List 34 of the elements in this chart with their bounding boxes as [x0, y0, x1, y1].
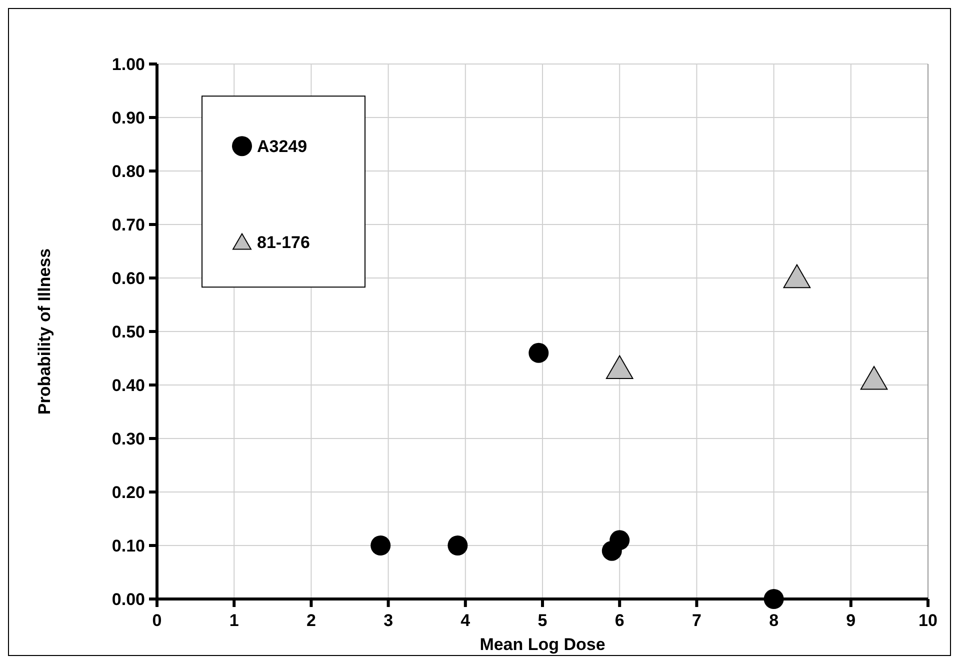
- y-tick-label: 0.70: [112, 216, 145, 234]
- y-tick-label: 0.80: [112, 162, 145, 181]
- x-tick-label: 7: [692, 611, 702, 630]
- y-tick-label: 0.40: [112, 376, 145, 395]
- y-tick-label: 1.00: [112, 55, 145, 74]
- point: [606, 355, 634, 380]
- x-tick-label: 4: [460, 611, 471, 630]
- point: [448, 536, 468, 556]
- x-tick-label: 6: [614, 611, 624, 630]
- legend-label: 81-176: [257, 233, 310, 252]
- x-tick-label: 0: [152, 611, 162, 630]
- point: [764, 589, 784, 609]
- y-tick-label: 0.30: [112, 430, 145, 448]
- x-tick-label: 10: [918, 611, 938, 630]
- point: [860, 366, 888, 390]
- y-tick-label: 0.20: [112, 483, 145, 502]
- x-tick-label: 9: [846, 611, 856, 630]
- y-tick-label: 0.50: [112, 322, 145, 342]
- point: [528, 342, 549, 363]
- y-tick-label: 0.60: [112, 269, 145, 288]
- legend-label: A3249: [257, 137, 308, 156]
- point: [783, 264, 811, 288]
- x-tick-label: 1: [229, 611, 239, 630]
- x-tick-label: 8: [769, 611, 779, 630]
- x-tick-label: 5: [538, 611, 548, 630]
- point: [610, 530, 630, 550]
- x-tick-label: 3: [384, 611, 394, 630]
- y-tick-label: 0.10: [112, 536, 145, 556]
- y-tick-label: 0.00: [112, 590, 145, 609]
- y-axis-title: Probability of Illness: [35, 248, 54, 415]
- y-tick-label: 0.90: [112, 108, 145, 128]
- x-axis-title: Mean Log Dose: [480, 635, 606, 654]
- point: [370, 536, 391, 556]
- x-tick-label: 2: [306, 611, 316, 630]
